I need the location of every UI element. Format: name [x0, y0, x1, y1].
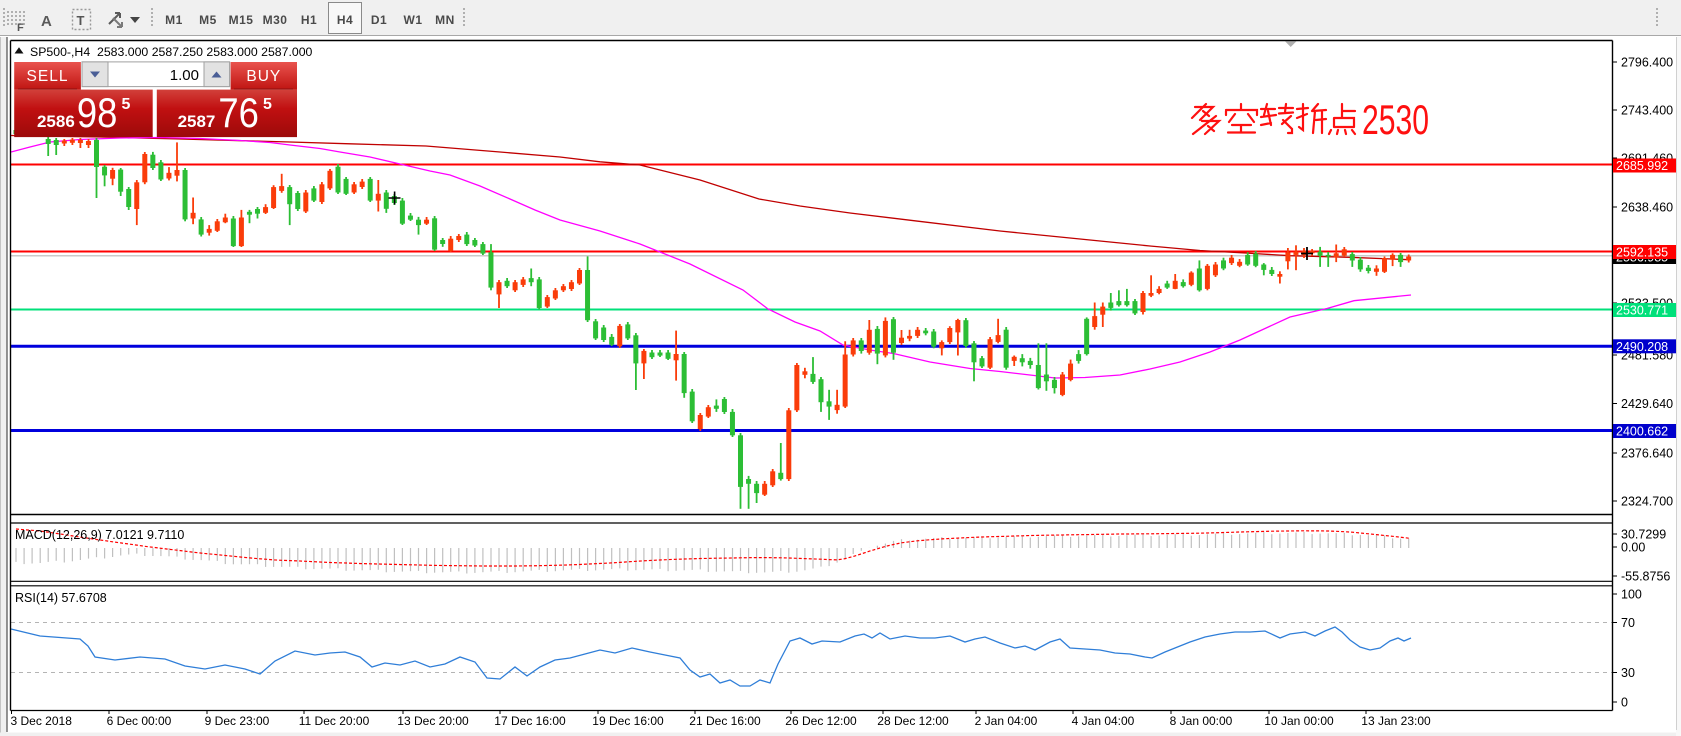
svg-text:30: 30	[1621, 666, 1635, 680]
svg-text:SP500-,H4 2583.000 2587.250 2: SP500-,H4 2583.000 2587.250 2583.000 258…	[30, 45, 313, 59]
svg-text:2376.640: 2376.640	[1621, 447, 1673, 461]
svg-text:BUY: BUY	[246, 68, 281, 85]
svg-text:M5: M5	[199, 13, 217, 27]
svg-text:0.00: 0.00	[1621, 541, 1645, 555]
svg-text:RSI(14) 57.6708: RSI(14) 57.6708	[15, 591, 107, 605]
svg-text:M30: M30	[263, 13, 288, 27]
svg-text:MN: MN	[435, 13, 455, 27]
svg-text:19 Dec 16:00: 19 Dec 16:00	[592, 714, 664, 728]
svg-text:H1: H1	[301, 13, 317, 27]
svg-text:70: 70	[1621, 616, 1635, 630]
svg-text:11 Dec 20:00: 11 Dec 20:00	[299, 714, 370, 728]
svg-text:2530: 2530	[1362, 96, 1429, 143]
svg-text:D1: D1	[371, 13, 387, 27]
svg-text:2586: 2586	[37, 112, 75, 131]
svg-text:2592.135: 2592.135	[1616, 246, 1668, 260]
svg-text:98: 98	[77, 89, 118, 136]
svg-text:26 Dec 12:00: 26 Dec 12:00	[785, 714, 857, 728]
svg-text:1.00: 1.00	[170, 67, 199, 84]
svg-text:F: F	[17, 22, 24, 34]
svg-text:2324.700: 2324.700	[1621, 495, 1673, 509]
svg-text:H4: H4	[337, 13, 353, 27]
svg-text:5: 5	[263, 96, 272, 113]
svg-text:28 Dec 12:00: 28 Dec 12:00	[877, 714, 949, 728]
svg-text:2796.400: 2796.400	[1621, 56, 1673, 70]
svg-text:9 Dec 23:00: 9 Dec 23:00	[205, 714, 270, 728]
svg-text:MACD(12,26,9) 7.0121 9.7110: MACD(12,26,9) 7.0121 9.7110	[15, 528, 184, 542]
svg-text:W1: W1	[404, 13, 423, 27]
svg-text:21 Dec 16:00: 21 Dec 16:00	[689, 714, 761, 728]
svg-text:M1: M1	[165, 13, 183, 27]
svg-text:8 Jan 00:00: 8 Jan 00:00	[1170, 714, 1233, 728]
svg-text:13 Jan 23:00: 13 Jan 23:00	[1361, 714, 1431, 728]
svg-text:2685.992: 2685.992	[1616, 159, 1668, 173]
svg-text:30.7299: 30.7299	[1621, 528, 1666, 542]
svg-text:2429.640: 2429.640	[1621, 397, 1673, 411]
svg-text:-55.8756: -55.8756	[1621, 570, 1670, 584]
svg-text:6 Dec 00:00: 6 Dec 00:00	[107, 714, 172, 728]
svg-text:2490.208: 2490.208	[1616, 340, 1668, 354]
svg-text:76: 76	[218, 89, 259, 136]
svg-text:A: A	[41, 13, 52, 30]
svg-text:SELL: SELL	[27, 68, 69, 85]
svg-text:100: 100	[1621, 588, 1642, 602]
svg-text:2638.460: 2638.460	[1621, 201, 1673, 215]
svg-text:M15: M15	[229, 13, 254, 27]
svg-text:5: 5	[122, 96, 131, 113]
svg-text:2530.771: 2530.771	[1616, 304, 1668, 318]
svg-text:2 Jan 04:00: 2 Jan 04:00	[975, 714, 1038, 728]
svg-text:2587: 2587	[178, 112, 216, 131]
svg-text:13 Dec 20:00: 13 Dec 20:00	[397, 714, 469, 728]
svg-text:17 Dec 16:00: 17 Dec 16:00	[494, 714, 566, 728]
svg-text:3 Dec 2018: 3 Dec 2018	[11, 714, 73, 728]
svg-text:T: T	[77, 13, 85, 28]
svg-text:2743.400: 2743.400	[1621, 104, 1673, 118]
svg-text:0: 0	[1621, 696, 1628, 710]
svg-text:10 Jan 00:00: 10 Jan 00:00	[1264, 714, 1334, 728]
svg-text:2400.662: 2400.662	[1616, 425, 1668, 439]
svg-text:4 Jan 04:00: 4 Jan 04:00	[1072, 714, 1135, 728]
